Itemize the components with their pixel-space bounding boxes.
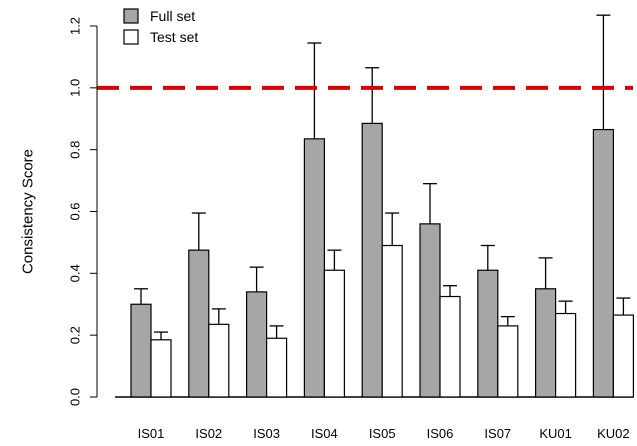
y-tick-label: 0.6 (68, 202, 83, 220)
y-tick-label: 0.0 (68, 388, 83, 406)
x-tick-label: IS01 (138, 426, 165, 441)
y-tick-label: 0.8 (68, 141, 83, 159)
x-tick-label: IS06 (427, 426, 454, 441)
y-tick-label: 0.2 (68, 326, 83, 344)
bar-test-set (381, 244, 403, 398)
bar-test-set (266, 337, 288, 398)
bar-full-set (477, 269, 499, 398)
bar-full-set (361, 122, 383, 398)
legend-label: Full set (150, 8, 195, 24)
bar-test-set (150, 339, 172, 398)
bar-full-set (130, 303, 152, 398)
bar-full-set (246, 291, 268, 398)
bar-full-set (419, 223, 441, 398)
x-axis-labels: IS01 IS02 IS03 IS04 IS05 IS06 IS07 KU01 KU02 (138, 426, 630, 441)
legend-swatch (123, 29, 139, 45)
x-tick-label: IS07 (484, 426, 511, 441)
x-tick-label: IS04 (311, 426, 338, 441)
y-tick-label: 1.2 (68, 17, 83, 35)
x-tick-label: IS02 (195, 426, 222, 441)
bar-test-set (439, 295, 461, 398)
bar-full-set (534, 288, 557, 398)
bar-test-set (554, 312, 577, 398)
y-tick-label: 1.0 (68, 79, 83, 97)
y-tick-label: 0.4 (68, 264, 83, 282)
x-tick-label: IS05 (369, 426, 396, 441)
legend-label: Test set (150, 29, 198, 45)
x-tick-label: KU02 (597, 426, 630, 441)
bars-layer (115, 14, 635, 398)
legend: Full set Test set (123, 8, 198, 45)
y-axis-label: Consistency Score (20, 149, 37, 274)
x-tick-label: IS03 (253, 426, 280, 441)
bar-full-set (303, 138, 325, 398)
bar-full-set (592, 128, 615, 398)
bar-test-set (497, 325, 519, 398)
y-axis: 0.0 0.2 0.4 0.6 0.8 1.0 1.2 (68, 17, 98, 406)
bar-test-set (612, 314, 635, 398)
bar-full-set (188, 249, 210, 398)
bar-test-set (208, 323, 230, 398)
bar-test-set (323, 269, 345, 398)
x-tick-label: KU01 (539, 426, 572, 441)
legend-swatch (123, 8, 139, 24)
